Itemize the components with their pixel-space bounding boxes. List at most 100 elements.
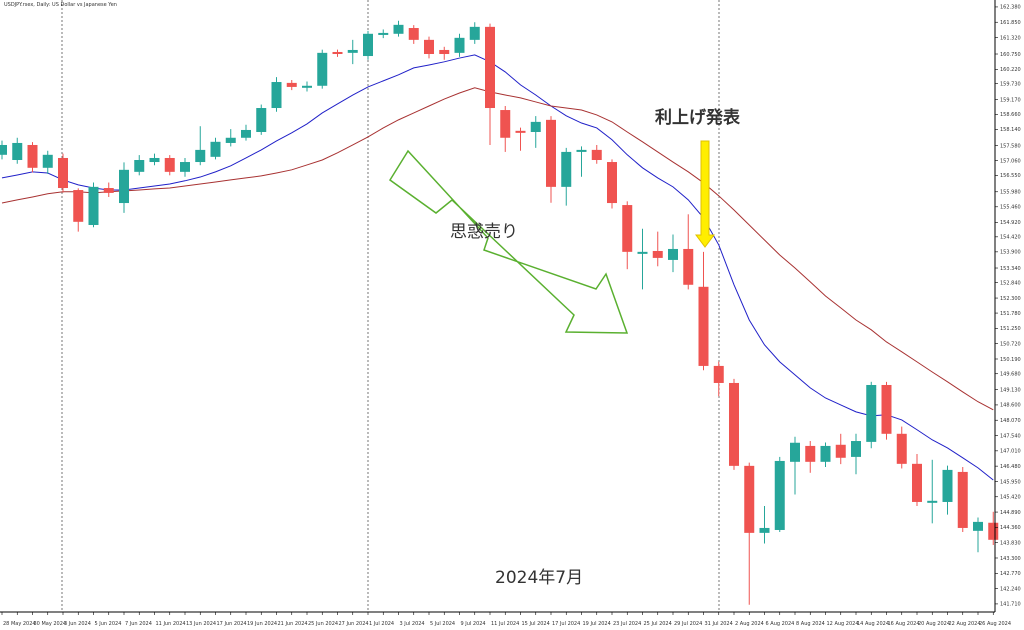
candle-body [225, 137, 236, 143]
x-tick-label: 27 Jun 2024 [339, 621, 369, 627]
y-tick-label: 144.360 [1000, 525, 1021, 531]
candle-body [851, 441, 861, 457]
x-tick-label: 28 May 2024 [3, 621, 36, 627]
candle-body [241, 129, 251, 138]
candle-body [683, 248, 694, 285]
x-tick-label: 26 Aug 2024 [979, 621, 1011, 627]
candle-body [835, 444, 846, 458]
x-tick-label: 3 Jun 2024 [64, 621, 91, 627]
x-tick-label: 30 May 2024 [34, 621, 67, 627]
candle-body [393, 24, 404, 34]
y-tick-label: 145.420 [1000, 495, 1021, 501]
candle-body [256, 108, 267, 132]
y-tick-label: 148.600 [1000, 403, 1021, 409]
y-tick-label: 160.220 [1000, 67, 1021, 73]
candle-body [378, 32, 389, 35]
candle-body [317, 52, 328, 86]
y-tick-label: 154.420 [1000, 235, 1021, 241]
candle-body [454, 37, 465, 53]
y-tick-label: 155.460 [1000, 205, 1021, 211]
y-tick-label: 150.190 [1000, 357, 1021, 363]
candle-body [485, 26, 495, 109]
x-tick-label: 17 Jul 2024 [552, 621, 580, 627]
candle-body [652, 250, 663, 258]
y-tick-label: 145.950 [1000, 479, 1021, 485]
y-tick-label: 143.830 [1000, 540, 1021, 546]
candle-body [790, 442, 800, 462]
candle-body [424, 39, 434, 55]
candle-body [58, 157, 68, 189]
y-tick-label: 162.380 [1000, 5, 1021, 11]
annotation: 利上げ発表 [655, 107, 741, 128]
candle-body [866, 384, 877, 442]
candle-body [363, 33, 373, 57]
y-tick-label: 151.780 [1000, 311, 1021, 317]
candle-body [103, 188, 114, 193]
y-tick-label: 149.680 [1000, 372, 1021, 378]
x-tick-label: 20 Aug 2024 [918, 621, 950, 627]
x-tick-label: 22 Aug 2024 [949, 621, 981, 627]
candle-body [439, 49, 450, 55]
x-tick-label: 31 Jul 2024 [705, 621, 733, 627]
y-tick-label: 154.920 [1000, 220, 1021, 226]
candle-body [637, 251, 648, 254]
x-tick-label: 25 Jun 2024 [308, 621, 338, 627]
x-tick-label: 25 Jul 2024 [644, 621, 672, 627]
y-tick-label: 142.240 [1000, 586, 1021, 592]
candle-body [759, 527, 770, 533]
candle-body [729, 382, 739, 466]
y-tick-label: 155.980 [1000, 190, 1021, 196]
x-tick-label: 12 Aug 2024 [827, 621, 859, 627]
x-tick-label: 3 Jul 2024 [400, 621, 425, 627]
candle-body [713, 365, 724, 383]
candle-body [332, 51, 343, 55]
y-tick-label: 143.300 [1000, 556, 1021, 562]
candle-body [973, 521, 983, 531]
candle-body [912, 463, 922, 502]
x-tick-label: 11 Jul 2024 [491, 621, 519, 627]
candle-body [942, 469, 953, 502]
plot-area [0, 20, 999, 605]
y-tick-label: 161.850 [1000, 20, 1021, 26]
candle-body [164, 157, 175, 172]
x-tick-label: 9 Jul 2024 [461, 621, 486, 627]
y-tick-label: 153.900 [1000, 250, 1021, 256]
candle-body [591, 149, 602, 161]
candle-body [195, 149, 206, 163]
candle-body [576, 149, 587, 152]
annotation: 2024年7月 [495, 568, 583, 588]
candle-body [347, 49, 358, 53]
candle-body [622, 205, 633, 252]
y-tick-label: 142.770 [1000, 571, 1021, 577]
candle-body [896, 433, 907, 464]
y-tick-label: 157.580 [1000, 143, 1021, 149]
x-tick-label: 13 Jun 2024 [186, 621, 216, 627]
candle-body [988, 522, 999, 540]
x-tick-label: 5 Jun 2024 [95, 621, 122, 627]
candle-body [805, 445, 816, 462]
x-tick-label: 16 Aug 2024 [888, 621, 920, 627]
chart-title: USDJPY.rsex, Daily: US Dollar vs Japanes… [4, 2, 117, 8]
y-tick-label: 160.750 [1000, 52, 1021, 58]
x-tick-label: 14 Aug 2024 [857, 621, 889, 627]
candle-body [607, 162, 617, 204]
x-tick-label: 11 Jun 2024 [156, 621, 186, 627]
candle-body [668, 248, 678, 260]
y-tick-label: 152.300 [1000, 296, 1021, 302]
x-tick-label: 5 Jul 2024 [430, 621, 455, 627]
y-tick-label: 147.010 [1000, 449, 1021, 455]
x-tick-label: 7 Jun 2024 [125, 621, 152, 627]
candle-body [561, 151, 572, 187]
y-tick-label: 157.060 [1000, 158, 1021, 164]
x-tick-label: 6 Aug 2024 [766, 621, 795, 627]
x-tick-label: 1 Jul 2024 [369, 621, 394, 627]
arrow [695, 140, 715, 248]
candle-body [744, 465, 755, 533]
y-tick-label: 147.540 [1000, 433, 1021, 439]
y-tick-label: 150.720 [1000, 341, 1021, 347]
candle-body [286, 82, 297, 87]
candle-body [88, 186, 99, 225]
x-tick-label: 15 Jul 2024 [522, 621, 550, 627]
